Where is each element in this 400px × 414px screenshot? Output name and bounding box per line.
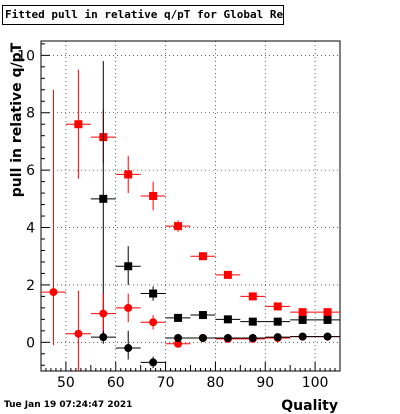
- data-point-square: [174, 222, 183, 231]
- plot-frame: [40, 40, 341, 372]
- data-point-square: [198, 252, 207, 261]
- x-tick-label: 70: [157, 375, 175, 391]
- axes: 50 60 70 80 90 100 0 2 4 6 8 10: [17, 43, 341, 391]
- data-point-circle: [223, 334, 232, 342]
- data-point-circle: [273, 333, 282, 342]
- y-axis-label: pull in relative q/pT: [9, 42, 25, 197]
- y-tick-label: 6: [26, 163, 35, 179]
- timestamp: Tue Jan 19 07:24:47 2021: [4, 400, 133, 410]
- y-tick-label: 2: [26, 278, 35, 294]
- data-point-circle: [99, 333, 108, 342]
- data-point-square: [124, 170, 133, 179]
- data-point-square: [149, 191, 158, 200]
- data-point-circle: [248, 334, 257, 342]
- data-series: [90, 330, 340, 369]
- data-point-circle: [124, 303, 133, 312]
- data-point-circle: [99, 309, 108, 318]
- data-point-square: [174, 313, 183, 322]
- data-series: [90, 61, 340, 337]
- y-tick-label: 0: [26, 335, 35, 351]
- data-point-circle: [323, 332, 332, 341]
- data-point-circle: [174, 339, 183, 348]
- data-point-circle: [198, 334, 207, 342]
- x-tick-label: 60: [107, 375, 125, 391]
- x-tick-label: 90: [256, 375, 274, 391]
- data-point-square: [223, 270, 232, 279]
- data-point-circle: [149, 318, 158, 327]
- data-point-square: [74, 120, 83, 129]
- chart-title: Fitted pull in relative q/pT for Global …: [2, 5, 284, 25]
- data-point-square: [149, 289, 158, 298]
- data-series: [65, 69, 340, 317]
- y-tick-label: 4: [26, 221, 35, 237]
- data-point-square: [124, 262, 133, 271]
- data-point-square: [273, 302, 282, 311]
- data-point-square: [273, 317, 282, 326]
- x-tick-label: 50: [57, 375, 75, 391]
- data-point-square: [298, 308, 307, 317]
- data-point-circle: [174, 334, 183, 342]
- data-marks: [41, 61, 340, 371]
- x-axis-label: Quality: [281, 398, 338, 414]
- y-tick-label: 8: [26, 106, 35, 122]
- data-point-square: [298, 315, 307, 324]
- x-tick-label: 100: [302, 375, 329, 391]
- y-tick-label: 10: [17, 48, 35, 64]
- data-point-square: [223, 315, 232, 324]
- data-point-square: [248, 317, 257, 326]
- data-point-square: [323, 308, 332, 317]
- data-point-circle: [49, 288, 58, 297]
- data-point-circle: [124, 344, 133, 353]
- data-point-circle: [298, 332, 307, 341]
- data-point-square: [323, 315, 332, 324]
- data-point-square: [248, 292, 257, 301]
- data-point-circle: [149, 358, 158, 367]
- data-point-circle: [74, 329, 83, 338]
- data-point-square: [99, 194, 108, 203]
- data-point-square: [198, 311, 207, 320]
- x-tick-label: 80: [207, 375, 225, 391]
